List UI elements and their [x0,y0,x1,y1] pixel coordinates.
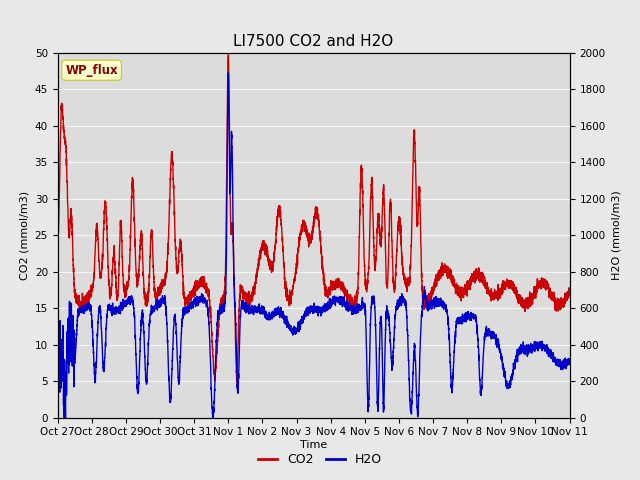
CO2 [146,269,154,275]
CO2 [54,257,61,263]
H2O [565,361,573,367]
H2O [458,321,465,326]
H2O [54,360,61,366]
CO2 [428,289,436,295]
CO2 [566,288,573,294]
H2O [294,327,302,333]
Legend: CO2, H2O: CO2, H2O [253,448,387,471]
H2O [566,360,573,365]
H2O [146,320,154,326]
CO2 [458,298,465,304]
CO2 [294,249,302,255]
H2O [400,298,408,304]
Y-axis label: CO2 (mmol/m3): CO2 (mmol/m3) [19,191,29,280]
X-axis label: Time: Time [300,440,327,450]
H2O [225,70,232,76]
H2O [60,415,68,420]
CO2 [225,52,232,58]
Text: WP_flux: WP_flux [65,64,118,77]
CO2 [400,273,408,279]
Line: CO2: CO2 [58,55,570,383]
Line: H2O: H2O [58,73,570,418]
H2O [428,301,436,307]
CO2 [565,286,573,291]
Title: LI7500 CO2 and H2O: LI7500 CO2 and H2O [234,34,394,49]
CO2 [233,380,241,386]
Y-axis label: H2O (mmol/m3): H2O (mmol/m3) [611,191,621,280]
